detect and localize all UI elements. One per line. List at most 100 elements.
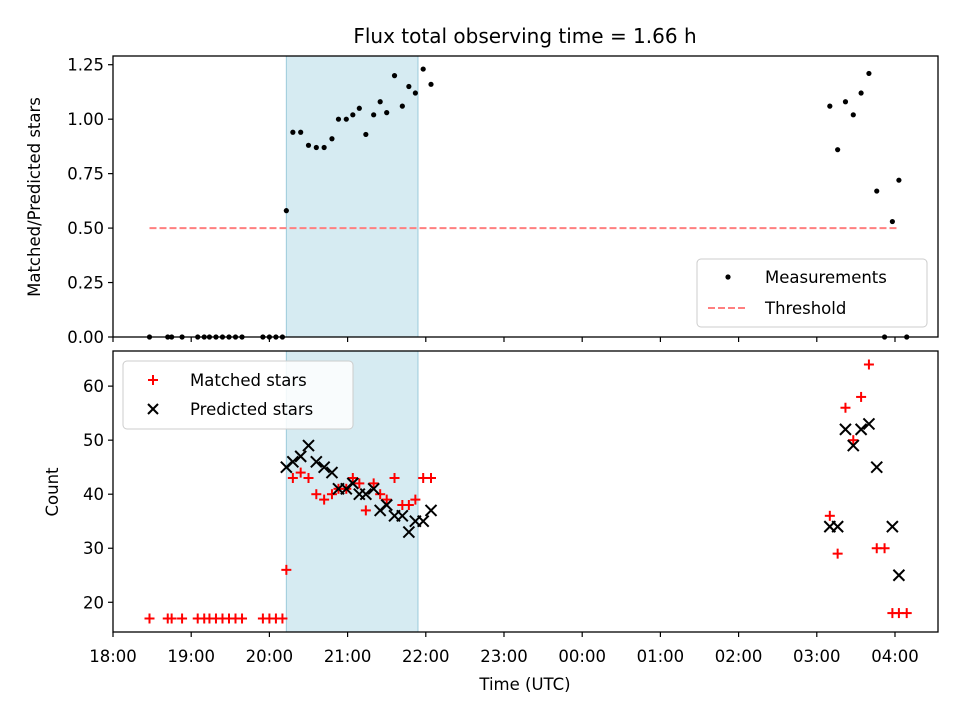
predicted-star-point bbox=[310, 455, 323, 468]
measurement-point bbox=[406, 83, 412, 90]
matched-star-point bbox=[863, 359, 874, 370]
measurement-point bbox=[866, 70, 872, 77]
measurement-point bbox=[283, 208, 289, 214]
ratio-y-tick-label: 0.75 bbox=[67, 165, 104, 184]
matched-star-point bbox=[295, 467, 306, 478]
matched-star-point bbox=[824, 510, 835, 521]
matched-star-point bbox=[281, 564, 292, 575]
predicted-star-point bbox=[424, 504, 438, 517]
predicted-star-point bbox=[839, 423, 852, 436]
legend-measurements-marker bbox=[725, 274, 731, 280]
measurement-point bbox=[428, 81, 434, 87]
count-legend: Matched stars Predicted stars bbox=[122, 360, 354, 430]
predicted-star-point bbox=[286, 455, 300, 468]
predicted-star-point bbox=[847, 439, 860, 452]
measurement-point bbox=[391, 73, 398, 79]
predicted-star-point bbox=[380, 498, 393, 512]
x-tick-label: 20:00 bbox=[246, 647, 294, 666]
measurement-point bbox=[850, 112, 856, 118]
matched-star-point bbox=[901, 608, 912, 619]
predicted-star-point bbox=[416, 515, 430, 528]
count-y-tick-label: 30 bbox=[83, 539, 104, 558]
count-series bbox=[144, 359, 912, 624]
measurement-point bbox=[399, 103, 405, 109]
count-y-tick-label: 60 bbox=[83, 377, 104, 396]
matched-star-point bbox=[360, 505, 371, 516]
ratio-y-tick-label: 1.25 bbox=[67, 56, 104, 75]
legend-measurements-label: Measurements bbox=[765, 268, 887, 287]
matched-star-point bbox=[856, 391, 867, 402]
measurement-point bbox=[420, 66, 426, 72]
x-tick-label: 01:00 bbox=[637, 647, 685, 666]
measurement-point bbox=[321, 144, 327, 151]
matched-star-point bbox=[375, 489, 386, 500]
matched-star-point bbox=[347, 472, 358, 483]
matched-star-point bbox=[144, 613, 155, 624]
predicted-star-point bbox=[359, 487, 373, 501]
measurement-point bbox=[313, 144, 319, 151]
matched-star-point bbox=[389, 472, 400, 483]
measurement-point bbox=[335, 116, 342, 122]
x-axis-label: Time (UTC) bbox=[478, 675, 570, 694]
measurement-point bbox=[290, 129, 296, 135]
ratio-y-axis-label: Matched/Predicted stars bbox=[25, 97, 44, 297]
ratio-panel: 0.00 0.25 0.50 0.75 1.00 1.25 Matched/Predict… bbox=[25, 55, 939, 347]
matched-star-point bbox=[237, 613, 248, 624]
ratio-y-tick-label: 1.00 bbox=[67, 110, 104, 129]
matched-star-point bbox=[832, 548, 843, 559]
measurement-point bbox=[842, 99, 849, 105]
measurement-point bbox=[305, 142, 312, 148]
matched-star-point bbox=[879, 543, 890, 554]
ratio-y-tick-label: 0.00 bbox=[67, 328, 104, 347]
ratio-y-ticks: 0.00 0.25 0.50 0.75 1.00 1.25 bbox=[67, 56, 113, 347]
matched-star-point bbox=[277, 613, 288, 624]
predicted-star-point bbox=[396, 509, 409, 523]
ratio-y-tick-label: 0.25 bbox=[67, 274, 104, 293]
x-tick-label: 02:00 bbox=[715, 647, 763, 666]
measurement-point bbox=[350, 112, 356, 118]
matched-star-point bbox=[166, 613, 177, 624]
predicted-star-point bbox=[892, 569, 906, 582]
matched-star-point bbox=[410, 494, 421, 505]
matched-star-point bbox=[848, 435, 859, 446]
predicted-star-point bbox=[854, 423, 868, 436]
count-y-ticks: 20 30 40 50 60 bbox=[83, 377, 113, 612]
matched-star-point bbox=[303, 472, 314, 483]
ratio-legend: Measurements Threshold bbox=[696, 258, 928, 328]
x-tick-label: 04:00 bbox=[871, 647, 919, 666]
x-tick-label: 03:00 bbox=[793, 647, 841, 666]
measurement-point bbox=[384, 110, 390, 116]
legend-matched-label: Matched stars bbox=[190, 371, 307, 390]
measurement-point bbox=[363, 131, 369, 138]
measurement-point bbox=[889, 218, 895, 225]
predicted-star-point bbox=[831, 520, 844, 533]
count-x-ticks: 18:00 19:00 20:00 21:00 22:00 23:00 00:00 01:00… bbox=[89, 632, 919, 666]
count-panel: 20 30 40 50 60 18:00 19:00 20:00 21:00 22:00 23:0… bbox=[43, 350, 939, 694]
measurement-point bbox=[329, 136, 335, 142]
measurement-point bbox=[356, 105, 362, 111]
matched-star-point bbox=[381, 494, 392, 505]
measurement-point bbox=[835, 147, 841, 153]
matched-star-point bbox=[319, 494, 330, 505]
ratio-series bbox=[146, 66, 910, 340]
ratio-panel-frame bbox=[112, 55, 939, 338]
x-tick-label: 21:00 bbox=[324, 647, 372, 666]
predicted-star-point bbox=[402, 525, 416, 539]
measurement-point bbox=[827, 103, 833, 109]
ratio-y-tick-label: 0.50 bbox=[67, 219, 104, 238]
matched-star-point bbox=[368, 478, 379, 489]
count-legend-box bbox=[122, 360, 354, 430]
x-tick-label: 19:00 bbox=[167, 647, 215, 666]
measurement-point bbox=[896, 177, 902, 183]
legend-matched-marker bbox=[148, 375, 158, 385]
matched-star-point bbox=[426, 472, 437, 483]
matched-star-point bbox=[311, 489, 322, 500]
predicted-star-point bbox=[294, 450, 307, 463]
shaded-interval-top bbox=[285, 55, 419, 338]
measurement-point bbox=[412, 90, 418, 96]
predicted-star-point bbox=[317, 460, 331, 474]
predicted-star-point bbox=[367, 482, 380, 496]
matched-star-point bbox=[354, 478, 365, 489]
